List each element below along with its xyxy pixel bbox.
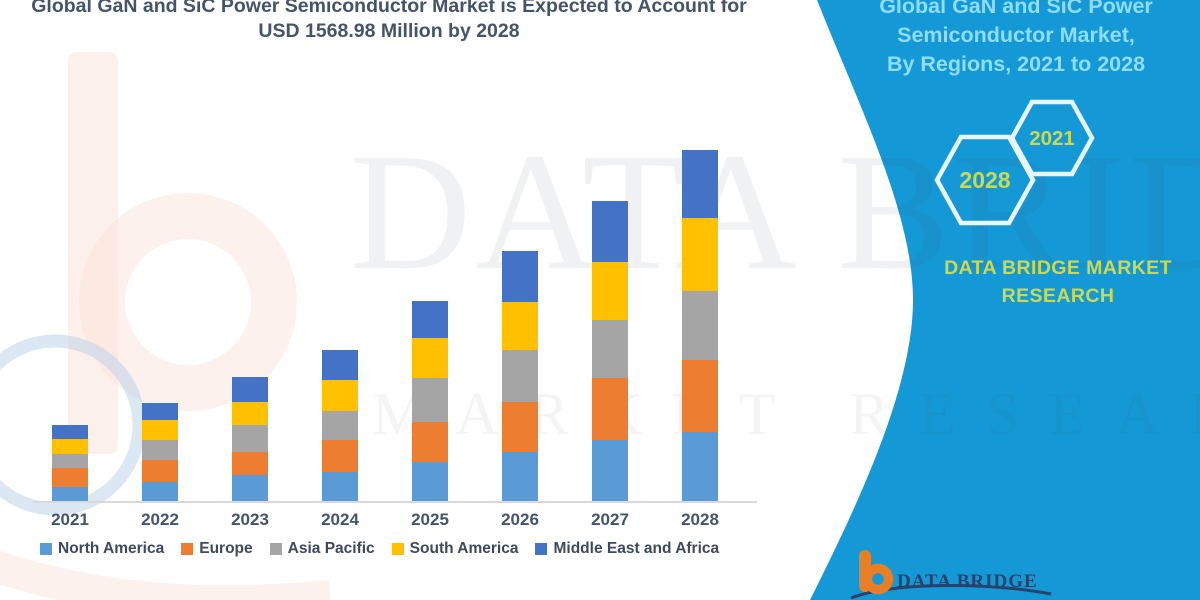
- bar-segment-2022-north-america: [142, 481, 178, 501]
- main-title-line-1: Global GaN and SiC Power Semiconductor M…: [31, 0, 747, 17]
- bar-segment-2023-europe: [232, 452, 268, 476]
- bar-segment-2024-south-america: [322, 379, 358, 411]
- legend-item-south-america: South America: [391, 540, 519, 558]
- bar-segment-2023-north-america: [232, 475, 268, 501]
- chart-legend: North America Europe Asia Pacific South Ame…: [40, 540, 719, 558]
- legend-item-asia-pacific: Asia Pacific: [269, 540, 375, 558]
- bar-segment-2022-middle-east-and-africa: [142, 403, 178, 421]
- bar-segment-2026-asia-pacific: [502, 349, 538, 402]
- footer-logo-brand-text: DATA BRIDGE: [897, 571, 1038, 592]
- bar-segment-2024-middle-east-and-africa: [322, 349, 358, 380]
- hexagon-2028-label: 2028: [959, 167, 1010, 193]
- bar-segment-2022-asia-pacific: [142, 440, 178, 461]
- footer-logo-bridge-swoosh: [850, 583, 1052, 600]
- legend-item-europe: Europe: [181, 540, 253, 558]
- legend-swatch: [391, 543, 404, 555]
- bar-segment-2024-europe: [322, 439, 358, 472]
- year-label-2021: 2021: [51, 510, 89, 529]
- banner-brand-text: DATA BRIDGE MARKET RESEARCH: [938, 254, 1178, 310]
- bar-segment-2026-north-america: [502, 452, 538, 501]
- bar-segment-2022-europe: [142, 460, 178, 482]
- banner-brand-line-1: DATA BRIDGE MARKET: [944, 257, 1172, 279]
- bar-segment-2027-europe: [592, 377, 628, 440]
- legend-item-middle-east-and-africa: Middle East and Africa: [535, 540, 719, 558]
- bar-segment-2027-south-america: [592, 262, 628, 320]
- bar-segment-2021-south-america: [52, 438, 88, 454]
- year-label-2028: 2028: [681, 510, 719, 529]
- bar-segment-2028-europe: [682, 360, 718, 433]
- legend-label: Middle East and Africa: [553, 540, 720, 557]
- legend-label: Asia Pacific: [287, 540, 375, 557]
- main-title-line-2: USD 1568.98 Million by 2028: [258, 20, 520, 42]
- b-stem-watermark: [68, 52, 118, 454]
- year-label-2023: 2023: [231, 510, 269, 529]
- year-label-2025: 2025: [411, 510, 449, 529]
- bar-segment-2028-north-america: [682, 432, 718, 501]
- bar-segment-2028-asia-pacific: [682, 291, 718, 361]
- banner-heading-line-3: By Regions, 2021 to 2028: [886, 52, 1146, 76]
- bar-segment-2023-south-america: [232, 401, 268, 425]
- legend-swatch: [181, 543, 194, 555]
- bar-segment-2025-north-america: [412, 462, 448, 501]
- bar-segment-2024-north-america: [322, 471, 358, 501]
- hexagon-2021-outline: [1009, 99, 1095, 177]
- bar-segment-2021-middle-east-and-africa: [52, 424, 88, 439]
- data-bridge-text-watermark: DATA BRIDGE: [350, 119, 1200, 305]
- banner-heading-line-2: Semiconductor Market,: [897, 23, 1135, 47]
- year-label-2026: 2026: [501, 510, 539, 529]
- blue-ring-watermark: [0, 334, 146, 516]
- hexagon-2021-label: 2021: [1029, 127, 1075, 150]
- bar-segment-2026-europe: [502, 401, 538, 452]
- bar-segment-2025-middle-east-and-africa: [412, 301, 448, 338]
- footer-data-bridge-logo: DATA BRIDGE: [850, 550, 1052, 600]
- hexagon-2028-outline: [934, 134, 1036, 226]
- legend-swatch: [269, 543, 282, 555]
- bar-segment-2027-middle-east-and-africa: [592, 201, 628, 263]
- year-label-2024: 2024: [321, 510, 359, 529]
- footer-logo-b-bowl: [862, 563, 894, 595]
- bar-segment-2026-middle-east-and-africa: [502, 250, 538, 302]
- bar-segment-2025-south-america: [412, 337, 448, 378]
- year-label-2027: 2027: [591, 510, 629, 529]
- banner-heading-line-1: Global GaN and SiC Power: [879, 0, 1153, 18]
- legend-swatch: [40, 543, 52, 555]
- year-hexagons: 2028 2021: [934, 99, 1095, 226]
- bar-segment-2028-south-america: [682, 218, 718, 292]
- legend-label: North America: [58, 540, 165, 557]
- bar-segment-2024-asia-pacific: [322, 410, 358, 440]
- bar-segment-2021-europe: [52, 467, 88, 487]
- legend-label: South America: [409, 540, 519, 557]
- legend-label: Europe: [199, 540, 253, 557]
- bar-segment-2023-middle-east-and-africa: [232, 376, 268, 402]
- legend-item-north-america: North America: [40, 540, 164, 558]
- bar-segment-2021-asia-pacific: [52, 453, 88, 468]
- year-label-2022: 2022: [141, 510, 179, 529]
- footer-logo-teal-strip: [897, 593, 1037, 600]
- bar-segment-2027-asia-pacific: [592, 320, 628, 378]
- bar-segment-2023-asia-pacific: [232, 424, 268, 452]
- b-bowl-watermark: [79, 193, 297, 411]
- bar-segment-2025-asia-pacific: [412, 377, 448, 423]
- bar-segment-2026-south-america: [502, 301, 538, 350]
- bar-segment-2022-south-america: [142, 420, 178, 441]
- banner-brand-line-2: RESEARCH: [1001, 285, 1115, 307]
- bar-segment-2021-north-america: [52, 486, 88, 501]
- legend-swatch: [535, 543, 548, 555]
- bar-segment-2025-europe: [412, 422, 448, 463]
- bar-segment-2027-north-america: [592, 439, 628, 501]
- banner-heading: Global GaN and SiC Power Semiconductor M…: [838, 0, 1194, 79]
- main-title: Global GaN and SiC Power Semiconductor M…: [0, 0, 778, 44]
- bar-segment-2028-middle-east-and-africa: [682, 150, 718, 219]
- x-axis-line: [33, 501, 757, 503]
